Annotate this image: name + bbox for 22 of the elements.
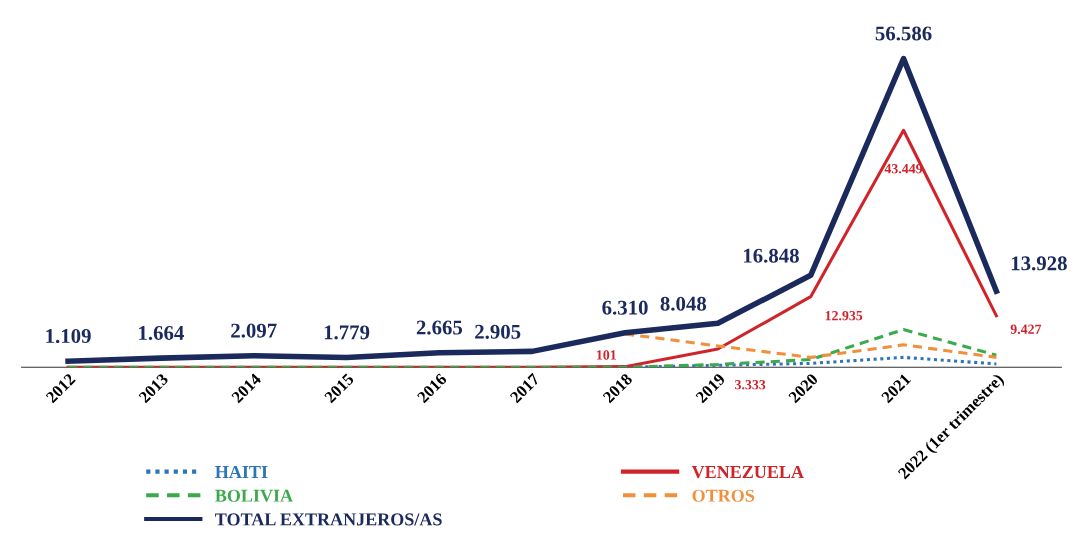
legend-label: HAITI bbox=[215, 465, 268, 478]
data-label: 1.779 bbox=[324, 325, 370, 340]
legend-label: OTROS bbox=[692, 489, 755, 502]
data-label: 101 bbox=[596, 350, 616, 360]
legend-label: BOLIVIA bbox=[215, 489, 293, 502]
data-label: 13.928 bbox=[1011, 256, 1067, 271]
data-label: 43.449 bbox=[884, 164, 923, 174]
data-label: 56.586 bbox=[875, 26, 932, 41]
data-label: 2.097 bbox=[231, 323, 277, 338]
data-label: 2.665 bbox=[416, 320, 463, 335]
data-label: 12.935 bbox=[825, 310, 863, 321]
data-label: 2.905 bbox=[475, 324, 521, 339]
data-label: 1.664 bbox=[139, 326, 184, 341]
legend-label: TOTAL EXTRANJEROS/AS bbox=[215, 513, 442, 526]
x-tick-label: 2021 bbox=[880, 373, 912, 404]
data-label: 1.109 bbox=[46, 328, 91, 344]
data-label: 9.427 bbox=[1010, 324, 1042, 334]
data-label: 3.333 bbox=[735, 380, 766, 390]
legend-label: VENEZUELA bbox=[691, 465, 804, 479]
data-label: 6.310 bbox=[602, 300, 648, 315]
data-label: 16.848 bbox=[743, 248, 799, 263]
data-label: 8.048 bbox=[660, 296, 707, 311]
